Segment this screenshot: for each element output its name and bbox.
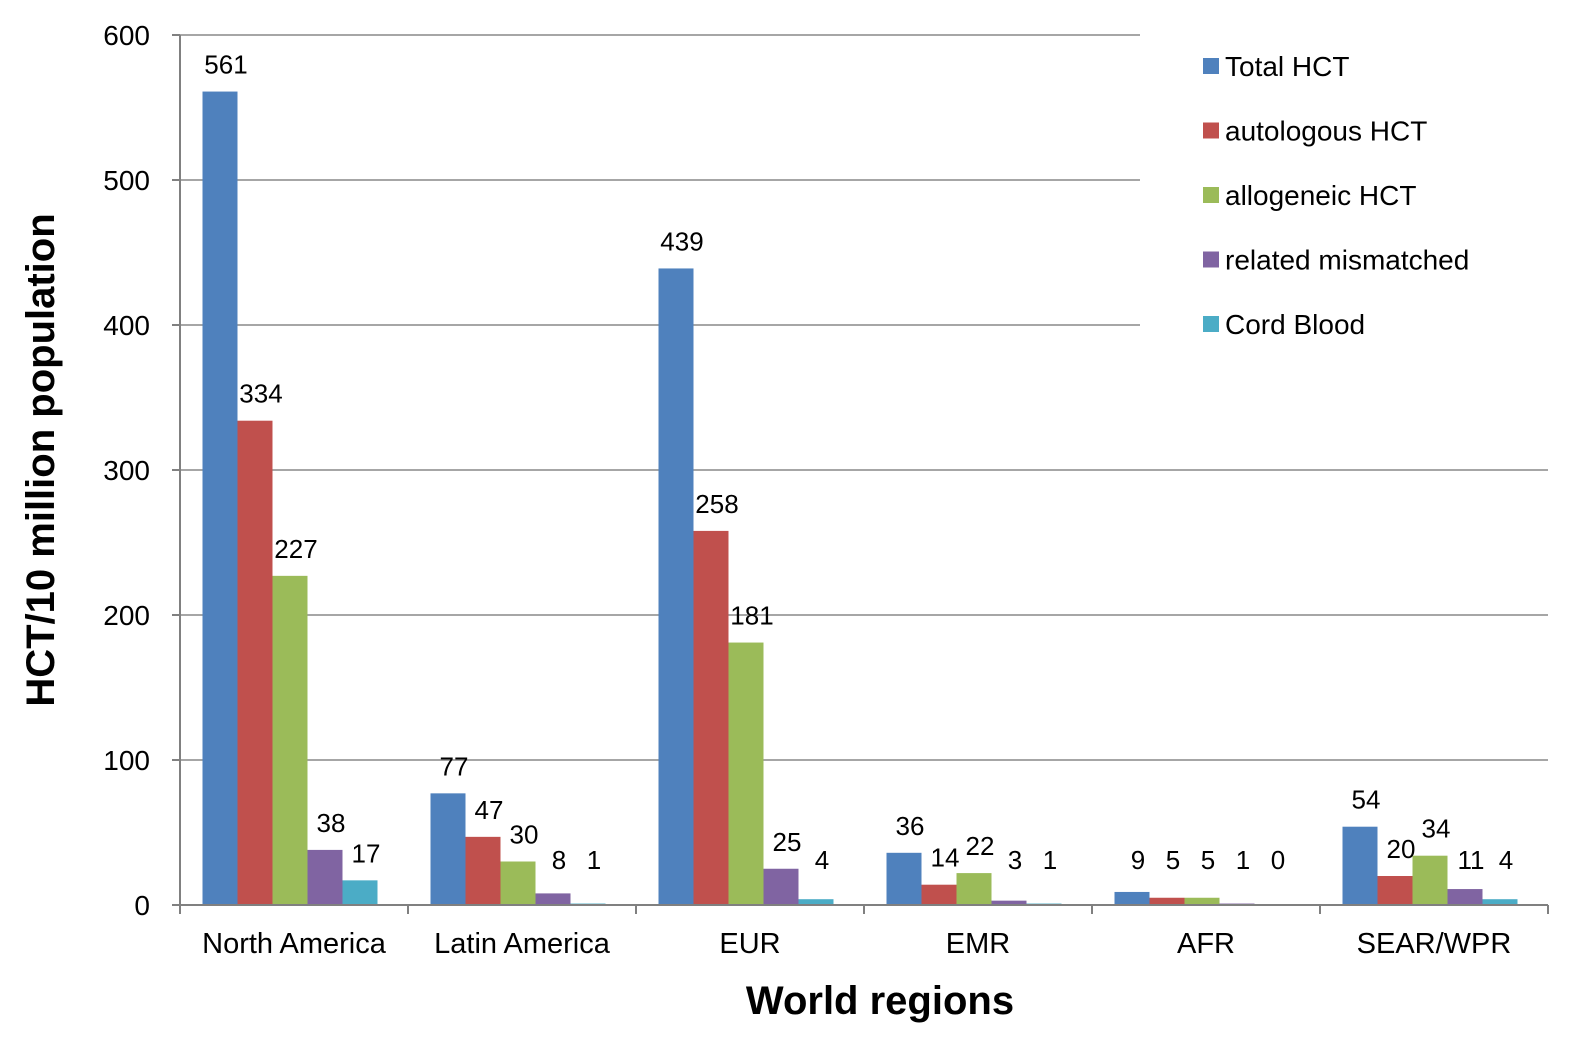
data-label: 14 <box>931 843 960 873</box>
y-axis-title: HCT/10 million population <box>19 213 63 706</box>
data-label: 36 <box>896 811 925 841</box>
bar <box>1342 826 1378 905</box>
category-label: North America <box>202 928 387 960</box>
y-axis: 0 100 200 300 400 500 600 <box>103 20 181 921</box>
legend-label: Cord Blood <box>1225 309 1365 340</box>
bar <box>535 893 571 905</box>
data-label: 1 <box>1043 845 1057 875</box>
data-label: 439 <box>660 226 703 256</box>
y-tick-label: 600 <box>103 20 150 51</box>
data-label: 30 <box>510 820 539 850</box>
data-label: 11 <box>1458 845 1485 875</box>
bar <box>1412 855 1448 905</box>
y-tick-label: 300 <box>103 455 150 486</box>
category-label: EUR <box>719 928 780 960</box>
legend-swatch <box>1203 187 1219 203</box>
bar <box>500 861 536 905</box>
bar <box>342 880 378 905</box>
bar <box>886 852 922 905</box>
data-label: 4 <box>815 845 829 875</box>
legend-label: autologous HCT <box>1225 116 1427 147</box>
data-label: 20 <box>1387 834 1416 864</box>
bar <box>798 899 834 905</box>
bar <box>921 884 957 905</box>
legend-swatch <box>1203 58 1219 74</box>
y-tick-label: 0 <box>134 890 150 921</box>
data-label: 25 <box>773 827 802 857</box>
data-label: 181 <box>730 601 773 631</box>
data-label: 258 <box>695 489 738 519</box>
data-label: 8 <box>552 845 566 875</box>
data-label: 5 <box>1166 845 1180 875</box>
bar <box>728 642 764 905</box>
x-axis-title: World regions <box>746 979 1014 1023</box>
data-label: 4 <box>1499 845 1513 875</box>
data-label: 3 <box>1008 845 1022 875</box>
legend-swatch <box>1203 122 1219 139</box>
category-label: EMR <box>946 928 1010 960</box>
x-axis: North America Latin America EUR EMR AFR SEAR/… <box>179 904 1549 960</box>
category-label: SEAR/WPR <box>1357 928 1512 960</box>
bar <box>1482 899 1518 905</box>
data-label: 1 <box>1236 845 1250 875</box>
bar <box>1447 889 1483 905</box>
bar <box>307 849 343 905</box>
bar <box>693 530 729 905</box>
bar <box>1149 897 1185 905</box>
bar <box>202 91 238 906</box>
data-label: 38 <box>317 808 346 838</box>
data-label: 0 <box>1271 845 1285 875</box>
bar <box>272 575 308 905</box>
bars <box>202 91 1518 906</box>
legend-label: allogeneic HCT <box>1225 180 1416 211</box>
bar <box>991 900 1027 905</box>
data-label: 1 <box>587 845 601 875</box>
data-label: 9 <box>1131 845 1145 875</box>
legend-swatch <box>1203 251 1219 268</box>
bar <box>956 873 992 905</box>
bar <box>1377 876 1413 905</box>
data-label: 5 <box>1201 845 1215 875</box>
data-label: 334 <box>239 379 282 409</box>
bar <box>237 420 273 905</box>
bar <box>1184 897 1220 905</box>
data-label: 47 <box>475 795 504 825</box>
bar <box>1114 891 1150 905</box>
legend-label: Total HCT <box>1225 51 1349 82</box>
data-label: 561 <box>204 50 247 80</box>
bar <box>430 793 466 905</box>
y-tick-label: 200 <box>103 600 150 631</box>
y-tick-label: 400 <box>103 310 150 341</box>
legend: Total HCT autologous HCT allogeneic HCT rel… <box>1203 51 1469 340</box>
category-label: AFR <box>1177 928 1235 960</box>
legend-label: related mismatched <box>1225 245 1469 276</box>
data-label: 77 <box>440 751 469 781</box>
data-label: 227 <box>274 534 317 564</box>
bar <box>658 268 694 905</box>
bar <box>465 836 501 905</box>
gridlines <box>180 34 1548 761</box>
data-label: 22 <box>966 831 995 861</box>
data-label: 17 <box>352 838 381 868</box>
category-label: Latin America <box>434 928 611 960</box>
data-label: 34 <box>1422 814 1451 844</box>
legend-swatch <box>1203 316 1219 332</box>
data-label: 54 <box>1352 785 1381 815</box>
bar <box>763 868 799 905</box>
y-tick-label: 500 <box>103 165 150 196</box>
y-tick-label: 100 <box>103 745 150 776</box>
